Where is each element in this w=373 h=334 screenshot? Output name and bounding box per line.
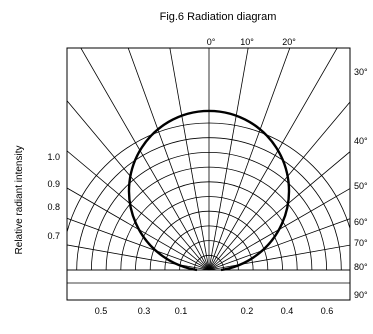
bottom-right-tick: 0.4 [281, 306, 294, 316]
grid-radial-line [67, 187, 210, 271]
left-intensity-tick: 0.7 [47, 231, 60, 241]
left-intensity-tick: 0.9 [47, 179, 60, 189]
left-intensity-tick: 1.0 [47, 152, 60, 162]
grid-radial-line [208, 218, 350, 271]
grid-radial-line [208, 48, 249, 271]
grid-radial-line [80, 48, 210, 271]
right-angle-tick: 40° [354, 136, 368, 146]
grid-radial-line [67, 100, 210, 271]
bottom-left-tick: 0.3 [138, 306, 151, 316]
top-angle-tick: 10° [240, 37, 254, 47]
right-angle-tick: 60° [354, 217, 368, 227]
bottom-left-tick: 0.1 [175, 306, 188, 316]
right-angle-tick: 80° [354, 262, 368, 272]
grid-radial-line [208, 188, 350, 271]
grid-radial-line [169, 48, 210, 271]
y-axis-label: Relative radiant intensity [14, 146, 25, 255]
grid-radial-line [67, 217, 210, 271]
plot-frame [66, 47, 351, 301]
grid-radial-line [208, 48, 338, 271]
right-angle-tick: 70° [354, 238, 368, 248]
left-intensity-tick: 0.8 [47, 202, 60, 212]
grid-radial-line [127, 48, 210, 271]
chart-title: Fig.6 Radiation diagram [160, 11, 277, 23]
top-angle-tick: 20° [282, 37, 296, 47]
grid-radial-line [208, 244, 350, 271]
tick-labels: 0° 10° 20° 30° 40° 50° 60° 70° 80° 90° 1.0 0.9 0.8 0.… [47, 37, 368, 316]
right-angle-tick: 30° [354, 67, 368, 77]
bottom-right-tick: 0.2 [241, 306, 254, 316]
curve-layer [127, 109, 291, 272]
bottom-right-tick: 0.6 [321, 306, 334, 316]
bottom-left-tick: 0.5 [95, 306, 108, 316]
right-angle-tick: 90° [354, 290, 368, 300]
polar-grid [67, 48, 350, 284]
grid-radial-line [208, 151, 350, 271]
grid-radial-line [208, 101, 350, 271]
top-angle-tick: 0° [207, 37, 216, 47]
grid-radial-line [67, 244, 210, 271]
grid-radial-line [67, 150, 210, 271]
grid-radial-line [208, 48, 291, 271]
radiation-curve [127, 109, 291, 272]
right-angle-tick: 50° [354, 181, 368, 191]
